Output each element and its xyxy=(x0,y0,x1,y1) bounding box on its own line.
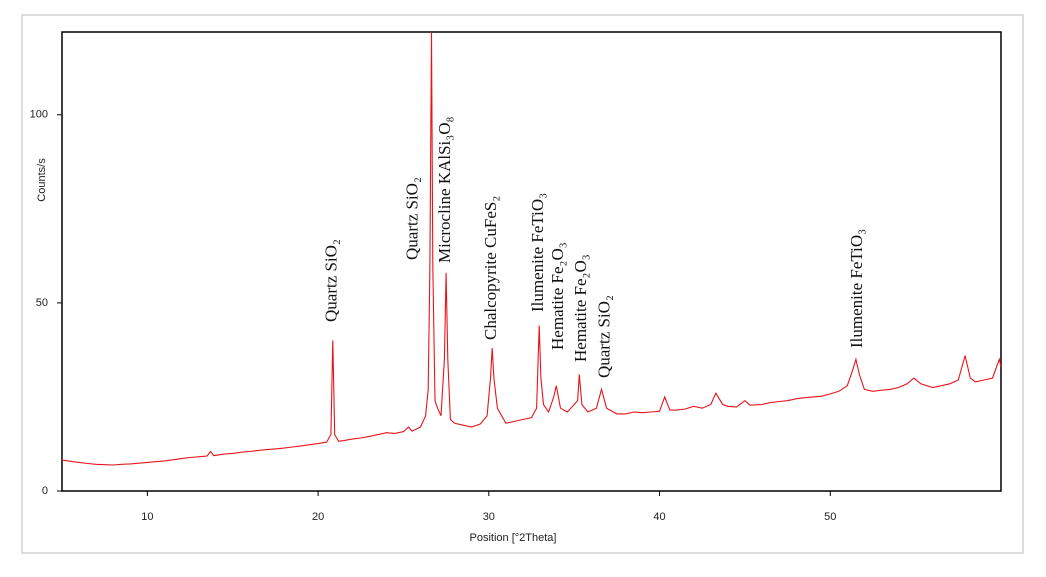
plot-area xyxy=(61,31,1002,492)
peak-label: Chalcopyrite CuFeS₂ xyxy=(481,196,500,340)
peak-label: Hematite Fe₂O₃ xyxy=(548,242,567,350)
x-tick-label: 20 xyxy=(312,511,324,523)
x-axis-title: Position [°2Theta] xyxy=(470,532,557,544)
x-tick-label: 50 xyxy=(824,511,836,523)
y-tick-label: 100 xyxy=(30,109,48,121)
peak-label: Ilumenite FeTiO₃ xyxy=(847,229,866,348)
plot-clip xyxy=(62,32,1001,466)
peak-label: Quartz SiO₂ xyxy=(402,177,421,260)
y-tick-label: 0 xyxy=(42,485,48,497)
x-tick-label: 40 xyxy=(653,511,665,523)
frame xyxy=(21,14,1024,554)
peak-label: Microcline KAlSi₃O₈ xyxy=(435,117,454,263)
peak-label: Quartz SiO₂ xyxy=(322,239,341,322)
peak-label: Quartz SiO₂ xyxy=(594,295,613,378)
y-tick-label: 50 xyxy=(36,297,48,309)
spectrum-line xyxy=(62,32,1001,466)
peak-label: Ilumenite FeTiO₃ xyxy=(528,193,547,312)
y-axis-title: Counts/s xyxy=(36,158,48,202)
x-tick-label: 10 xyxy=(141,511,153,523)
peak-label: Hematite Fe₂O₃ xyxy=(571,254,590,362)
x-tick-label: 30 xyxy=(483,511,495,523)
